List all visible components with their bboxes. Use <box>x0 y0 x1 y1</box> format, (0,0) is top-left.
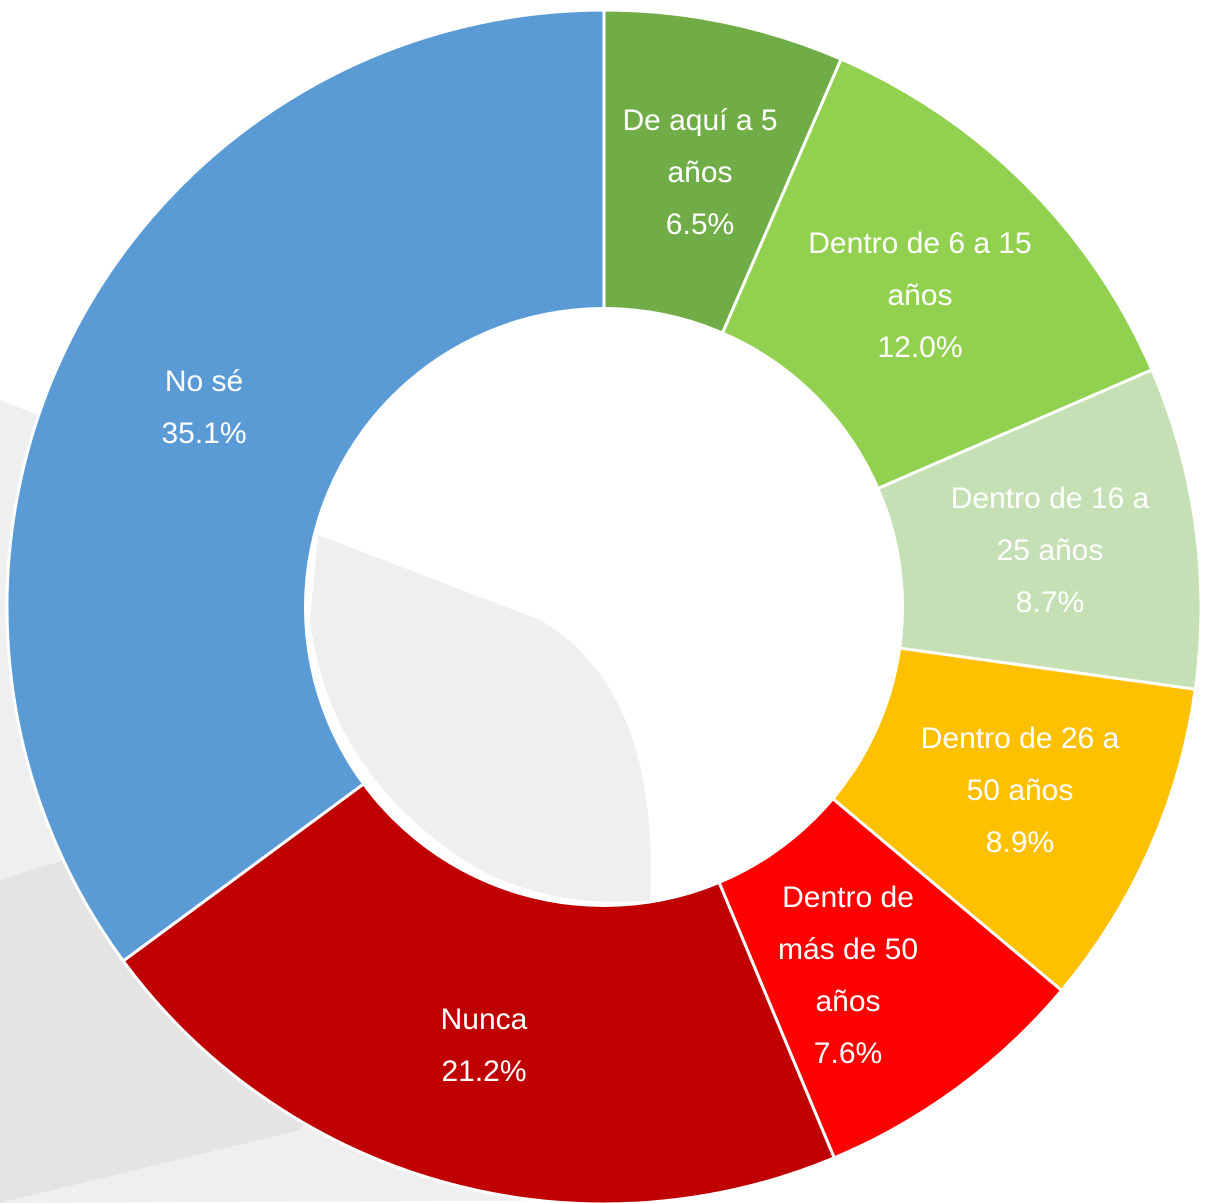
category-label: Dentro de 16 a 25 años <box>951 482 1150 567</box>
value-label: 35.1% <box>161 417 246 450</box>
value-label: 6.5% <box>666 208 734 241</box>
category-label: Dentro de 6 a 15 años <box>808 227 1032 312</box>
value-label: 12.0% <box>877 331 962 364</box>
data-label: De aquí a 5 años 6.5% <box>622 104 777 241</box>
value-label: 7.6% <box>814 1037 882 1070</box>
data-label: Nunca 21.2% <box>441 1003 528 1088</box>
data-label: No sé 35.1% <box>161 365 246 450</box>
value-label: 21.2% <box>441 1055 526 1088</box>
value-label: 8.9% <box>986 826 1054 859</box>
data-label: Dentro de más de 50 años 7.6% <box>778 881 918 1070</box>
labels: De aquí a 5 años 6.5% Dentro de 6 a 15 años 1… <box>161 104 1149 1088</box>
category-label: No sé <box>165 365 243 398</box>
data-label: Dentro de 26 a 50 años 8.9% <box>921 722 1120 859</box>
hole-swoosh <box>310 535 651 902</box>
category-label: De aquí a 5 años <box>622 104 777 189</box>
data-label: Dentro de 16 a 25 años 8.7% <box>951 482 1150 619</box>
data-label: Dentro de 6 a 15 años 12.0% <box>808 227 1032 364</box>
category-label: Dentro de 26 a 50 años <box>921 722 1120 807</box>
slice <box>5 8 606 964</box>
category-label: Dentro de más de 50 años <box>778 881 918 1018</box>
value-label: 8.7% <box>1016 586 1084 619</box>
category-label: Nunca <box>441 1003 528 1036</box>
